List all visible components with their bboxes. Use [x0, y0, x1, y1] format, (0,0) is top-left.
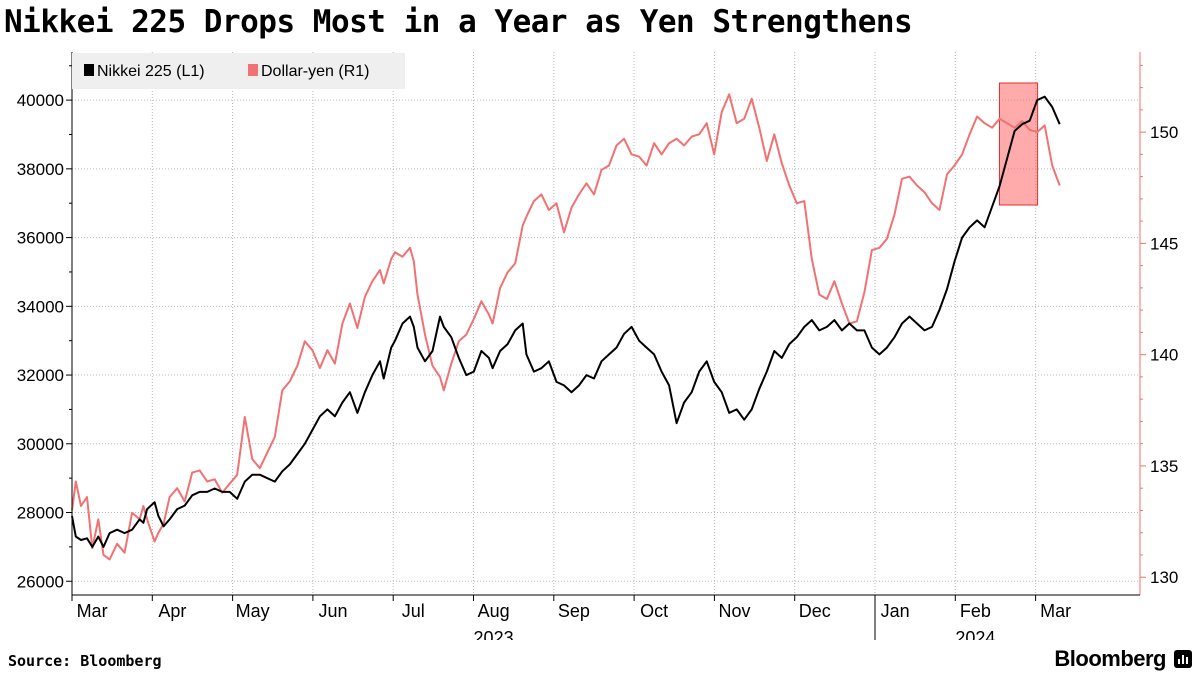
x-month-label: Mar	[1040, 601, 1071, 621]
right-tick-label: 145	[1150, 234, 1178, 253]
x-month-label: Apr	[158, 601, 186, 621]
left-tick-label: 28000	[17, 504, 64, 523]
x-month-label: Dec	[799, 601, 831, 621]
chart-title: Nikkei 225 Drops Most in a Year as Yen S…	[4, 4, 913, 40]
highlight-box	[998, 82, 1039, 206]
left-tick-label: 26000	[17, 572, 64, 591]
right-tick-label: 135	[1150, 457, 1178, 476]
legend-label-nikkei: Nikkei 225 (L1)	[97, 63, 205, 80]
x-month-label: Mar	[77, 601, 108, 621]
legend-swatch-nikkei	[84, 64, 94, 76]
x-month-label: Jul	[402, 601, 425, 621]
usdjpy-line	[71, 93, 1061, 561]
x-year-label: 2024	[955, 628, 995, 640]
x-month-label: Jan	[881, 601, 910, 621]
left-tick-label: 36000	[17, 229, 64, 248]
right-tick-label: 150	[1150, 123, 1178, 142]
series-lines	[71, 93, 1061, 561]
right-tick-label: 140	[1150, 346, 1178, 365]
chart: 26000 28000 30000 32000 34000 36000 38000 40000…	[17, 52, 1178, 640]
x-month-label: Sep	[558, 601, 590, 621]
x-year-label: 2023	[474, 628, 514, 640]
legend-background	[72, 53, 405, 89]
legend-label-usdjpy: Dollar-yen (R1)	[261, 63, 369, 80]
left-tick-label: 34000	[17, 297, 64, 316]
right-tick-label: 130	[1150, 568, 1178, 587]
highlight-region	[998, 82, 1039, 206]
left-tick-label: 40000	[17, 91, 64, 110]
x-month-label: Nov	[718, 601, 750, 621]
nikkei-line	[71, 95, 1061, 548]
x-month-label: May	[236, 601, 270, 621]
left-tick-label: 30000	[17, 435, 64, 454]
x-month-label: Feb	[960, 601, 991, 621]
x-month-label: Aug	[478, 601, 510, 621]
bloomberg-terminal-icon	[1174, 650, 1192, 668]
x-month-label: Oct	[640, 601, 668, 621]
gridlines	[72, 52, 1140, 595]
x-month-label: Jun	[318, 601, 347, 621]
source-note: Source: Bloomberg	[8, 652, 162, 670]
bloomberg-logo: Bloomberg	[1054, 646, 1166, 671]
legend-swatch-usdjpy	[248, 64, 258, 76]
legend: Nikkei 225 (L1) Dollar-yen (R1)	[72, 53, 405, 89]
axes: 26000 28000 30000 32000 34000 36000 38000 40000…	[17, 52, 1178, 640]
left-tick-label: 38000	[17, 160, 64, 179]
left-tick-label: 32000	[17, 366, 64, 385]
